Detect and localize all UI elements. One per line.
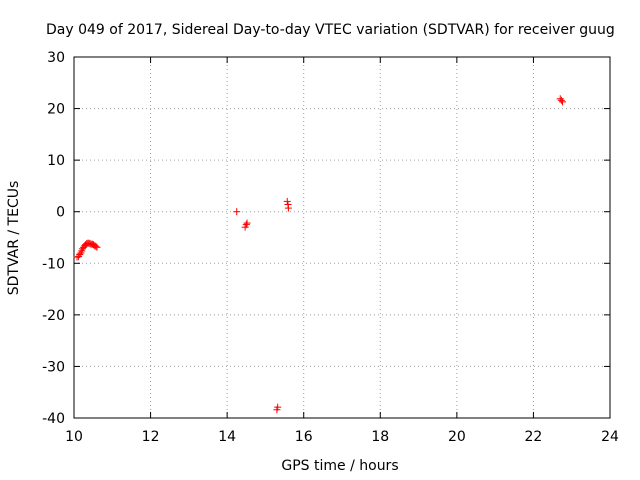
y-axis-label: SDTVAR / TECUs: [6, 181, 22, 296]
data-point: [92, 242, 100, 250]
y-tick-label: -30: [42, 359, 65, 375]
x-tick-label: 10: [65, 429, 83, 445]
chart-title: Day 049 of 2017, Sidereal Day-to-day VTE…: [46, 22, 615, 38]
axis-ticks: [73, 56, 611, 419]
y-tick-label: 10: [47, 153, 65, 169]
plot-frame: [73, 56, 611, 419]
data-point: [557, 96, 565, 104]
data-point: [283, 197, 291, 205]
x-axis-label: GPS time / hours: [281, 458, 398, 474]
data-points: [73, 95, 567, 414]
data-point: [284, 204, 292, 212]
data-point: [274, 403, 282, 411]
data-point: [93, 243, 101, 251]
y-tick-label: -10: [42, 256, 65, 272]
data-point: [76, 251, 84, 259]
data-point: [243, 219, 251, 227]
x-tick-label: 20: [448, 429, 466, 445]
axis-tick-labels: 10 12 14 16 18 20 22 24 -40 -30 -20 -10 0 10 20 30: [42, 50, 619, 445]
x-tick-label: 18: [371, 429, 389, 445]
x-tick-label: 14: [218, 429, 236, 445]
x-tick-label: 24: [601, 429, 619, 445]
y-tick-label: 0: [56, 205, 65, 221]
data-point: [242, 221, 250, 229]
x-tick-label: 16: [295, 429, 313, 445]
data-point: [233, 208, 241, 216]
y-tick-label: -20: [42, 308, 65, 324]
y-tick-label: 30: [47, 50, 65, 66]
data-point: [559, 98, 567, 106]
x-tick-label: 22: [525, 429, 543, 445]
y-tick-label: -40: [42, 411, 65, 427]
y-tick-label: 20: [47, 102, 65, 118]
x-tick-label: 12: [142, 429, 160, 445]
grid: [74, 57, 610, 418]
